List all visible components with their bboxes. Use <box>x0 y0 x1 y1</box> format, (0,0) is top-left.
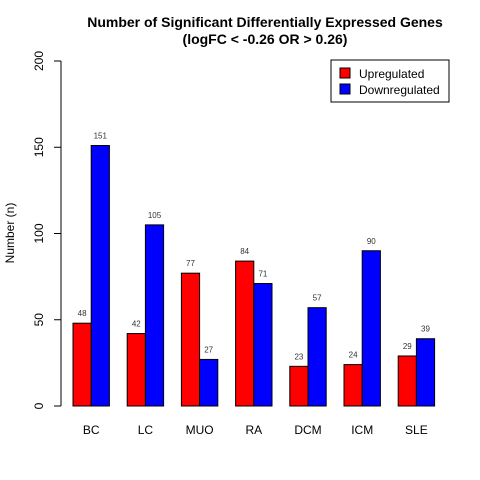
bar-muo-upregulated <box>180 272 201 407</box>
chart-subtitle: (logFC < -0.26 OR > 0.26) <box>183 31 348 47</box>
x-axis-labels: BC LC MUO RA DCM ICM SLE <box>83 423 428 437</box>
data-label: 23 <box>294 352 303 361</box>
bar-ra-downregulated <box>253 283 273 407</box>
y-tick-label: 150 <box>32 137 46 157</box>
legend-swatch-downregulated <box>339 83 351 95</box>
bar-bc-downregulated <box>90 145 110 407</box>
legend-box <box>330 59 450 103</box>
x-tick-label: RA <box>245 423 262 437</box>
x-tick-label: DCM <box>294 423 321 437</box>
data-label: 27 <box>204 345 213 354</box>
y-tick-label: 0 <box>32 402 46 409</box>
data-label: 42 <box>132 320 141 329</box>
data-label: 105 <box>148 211 162 220</box>
y-tick-label: 50 <box>32 313 46 327</box>
data-label: 90 <box>367 237 376 246</box>
x-tick-label: LC <box>138 423 154 437</box>
bar-bc-upregulated <box>72 322 92 407</box>
legend-label-downregulated: Downregulated <box>359 83 440 97</box>
x-tick-label: MUO <box>186 423 214 437</box>
y-axis: 0 50 100 150 200 <box>32 51 62 409</box>
bar-dcm-downregulated <box>307 307 327 407</box>
bars: 48 151 42 105 77 27 84 71 23 57 24 90 29 39 <box>72 132 436 407</box>
bar-muo-downregulated <box>199 358 219 407</box>
y-tick-label: 200 <box>32 51 46 71</box>
bar-icm-upregulated <box>343 364 363 407</box>
x-tick-label: ICM <box>351 423 373 437</box>
data-label: 29 <box>403 342 412 351</box>
data-label: 48 <box>78 309 87 318</box>
data-label: 24 <box>349 351 358 360</box>
y-tick-label: 100 <box>32 223 46 243</box>
chart-title: Number of Significant Differentially Exp… <box>87 14 443 30</box>
y-axis-label: Number (n) <box>3 203 17 264</box>
legend: Upregulated Downregulated <box>330 59 450 103</box>
data-label: 71 <box>258 270 267 279</box>
data-label: 84 <box>240 247 249 256</box>
legend-swatch-upregulated <box>339 67 351 79</box>
bar-ra-upregulated <box>235 260 255 407</box>
x-tick-label: SLE <box>405 423 428 437</box>
bar-sle-downregulated <box>415 338 436 407</box>
bar-sle-upregulated <box>397 355 417 407</box>
x-tick-label: BC <box>83 423 100 437</box>
bar-lc-downregulated <box>144 224 165 407</box>
data-label: 151 <box>94 132 108 141</box>
data-label: 77 <box>186 259 195 268</box>
data-label: 39 <box>421 325 430 334</box>
bar-icm-downregulated <box>361 250 381 407</box>
data-label: 57 <box>313 294 322 303</box>
bar-dcm-upregulated <box>289 365 309 407</box>
legend-label-upregulated: Upregulated <box>359 67 424 81</box>
bar-lc-upregulated <box>126 333 146 407</box>
